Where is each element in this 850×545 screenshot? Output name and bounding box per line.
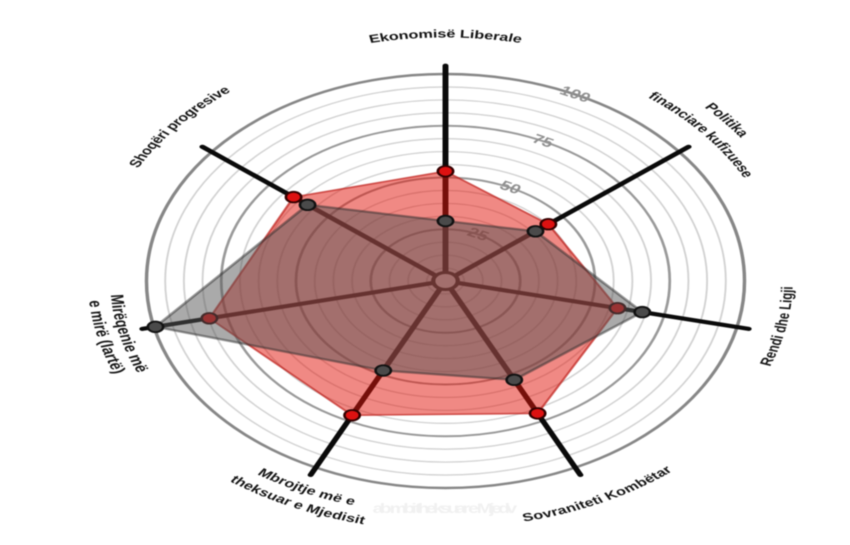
svg-text:50: 50 <box>496 178 524 197</box>
svg-text:ab mbi theksuar e Mjedv: ab mbi theksuar e Mjedv <box>373 501 518 516</box>
svg-text:75: 75 <box>529 131 557 150</box>
